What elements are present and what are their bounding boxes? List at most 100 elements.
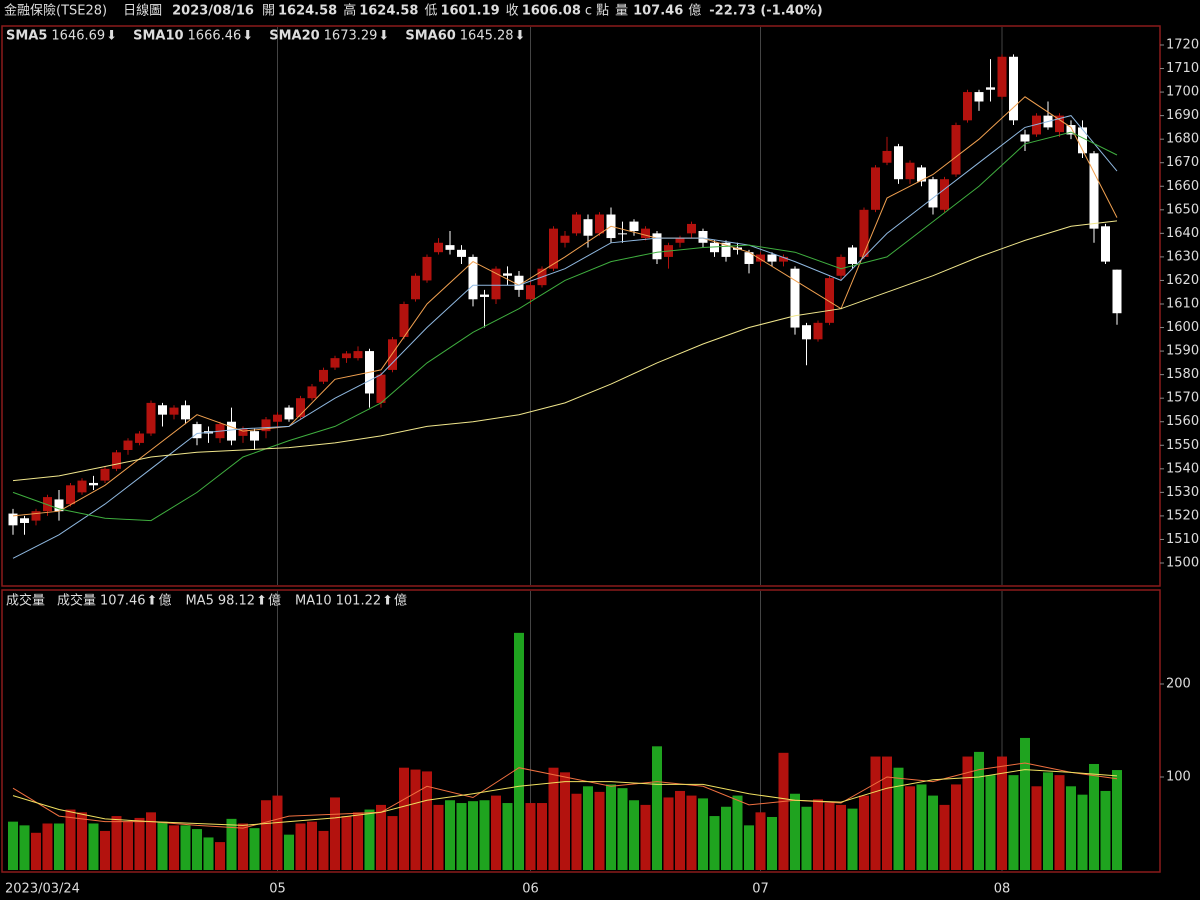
volume-bar	[560, 772, 570, 870]
ma-line	[12, 220, 1118, 482]
y-tick-label: 1570	[1166, 391, 1199, 406]
volume-bar	[272, 795, 283, 870]
volume-bar	[31, 832, 41, 870]
volume-bar	[502, 803, 513, 870]
volume-bar	[88, 823, 99, 870]
volume-bar	[698, 798, 708, 870]
volume-bar	[123, 821, 133, 870]
volume-bar	[353, 812, 363, 870]
ma-line	[12, 769, 1118, 826]
x-tick-label: 08	[994, 882, 1011, 897]
candle-body	[20, 518, 29, 523]
candle-body	[744, 252, 754, 264]
candle-body	[917, 167, 926, 182]
volume-bar	[146, 812, 156, 870]
legend-name: 成交量	[57, 593, 96, 609]
candle-body	[1089, 153, 1099, 229]
candle-body	[445, 245, 455, 250]
quote-label: 收	[506, 4, 519, 19]
candle-body	[1112, 269, 1122, 314]
candle-body	[928, 179, 938, 208]
y-tick-label: 1500	[1166, 556, 1199, 571]
quote-label: 高	[343, 3, 356, 19]
y-tick-label: 1640	[1166, 226, 1199, 241]
volume-bar	[939, 804, 950, 870]
candle-body	[848, 247, 857, 264]
candle-body	[675, 238, 685, 243]
y-tick-label: 1660	[1166, 179, 1199, 194]
y-tick-label: 1530	[1166, 485, 1199, 500]
volume-bar	[249, 828, 260, 870]
volume-bar	[571, 793, 582, 870]
legend-name: MA5	[185, 594, 213, 609]
volume-value: 107.46	[633, 4, 683, 19]
volume-bar	[1020, 737, 1030, 870]
candle-body	[399, 303, 409, 337]
volume-bar	[238, 823, 248, 870]
candle-body	[353, 351, 363, 359]
y-tick-label: 200	[1166, 677, 1191, 692]
legend-value: 107.46	[100, 594, 146, 609]
candle-body	[491, 268, 501, 300]
volume-bar	[307, 821, 317, 870]
change: -22.73 (-1.40%)	[709, 4, 822, 19]
y-tick-label: 1720	[1166, 37, 1199, 52]
y-tick-label: 1510	[1166, 532, 1199, 547]
candle-body	[802, 325, 811, 340]
legend-name: SMA20	[269, 29, 319, 44]
legend-arrow: ⬇	[242, 29, 253, 44]
legend-name: SMA5	[6, 29, 47, 44]
candle-body	[560, 235, 570, 243]
volume-bar	[928, 795, 938, 870]
volume-bar	[629, 800, 639, 870]
y-tick-label: 1550	[1166, 438, 1199, 453]
candle-body	[974, 92, 984, 102]
volume-bar	[433, 804, 444, 870]
volume-bar	[870, 756, 881, 870]
volume-bar	[617, 788, 628, 870]
volume-bar	[284, 834, 294, 870]
volume-bar	[318, 830, 329, 870]
quote-label: 低	[424, 4, 437, 19]
volume-bar	[525, 803, 536, 870]
candle-body	[411, 275, 420, 300]
candle-body	[261, 419, 271, 432]
legend-name: SMA10	[133, 29, 183, 44]
volume-bar	[111, 816, 122, 870]
volume-bar	[422, 771, 432, 870]
volume-bar	[675, 790, 685, 870]
candle-body	[905, 162, 915, 180]
candle-body	[319, 369, 328, 382]
y-tick-label: 1670	[1166, 155, 1199, 170]
candle-body	[641, 228, 650, 239]
ma-line	[12, 762, 1118, 829]
y-tick-label: 1620	[1166, 273, 1199, 288]
volume-bar	[1066, 786, 1076, 870]
volume-bar	[686, 795, 697, 870]
y-tick-label: 1650	[1166, 202, 1199, 217]
volume-bar	[468, 801, 478, 870]
volume-bar	[215, 842, 225, 870]
legend-name: MA10	[295, 594, 332, 609]
volume-bar	[399, 767, 409, 870]
candle-body	[813, 322, 823, 340]
legend-arrow: ⬇	[378, 29, 389, 44]
candle-body	[572, 214, 581, 234]
volume-bar	[824, 803, 835, 870]
volume-bar	[767, 816, 777, 870]
volume-bar	[709, 816, 720, 870]
candle-body	[871, 167, 880, 210]
candle-body	[549, 228, 558, 269]
volume-bar	[1054, 775, 1065, 870]
volume-bar	[54, 823, 64, 870]
volume-bar	[732, 795, 743, 870]
legend-arrow: ⬇	[515, 29, 526, 44]
y-tick-label: 1520	[1166, 508, 1199, 523]
legend-unit: 億	[158, 593, 171, 609]
volume-bar	[295, 823, 306, 870]
candle-body	[583, 219, 593, 236]
candle-body	[836, 256, 846, 276]
legend-value: 1645.28	[460, 29, 514, 44]
volume-bar	[261, 800, 271, 870]
candle-body	[595, 214, 604, 234]
